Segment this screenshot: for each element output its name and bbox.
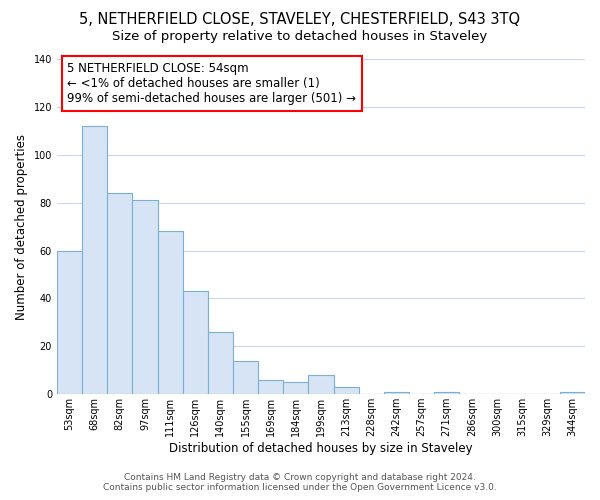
Bar: [560, 392, 585, 394]
Text: 5 NETHERFIELD CLOSE: 54sqm
← <1% of detached houses are smaller (1)
99% of semi-: 5 NETHERFIELD CLOSE: 54sqm ← <1% of deta…: [67, 62, 356, 106]
Bar: [308, 375, 334, 394]
Bar: [107, 193, 133, 394]
Text: Size of property relative to detached houses in Staveley: Size of property relative to detached ho…: [112, 30, 488, 43]
Bar: [182, 291, 208, 394]
Text: 5, NETHERFIELD CLOSE, STAVELEY, CHESTERFIELD, S43 3TQ: 5, NETHERFIELD CLOSE, STAVELEY, CHESTERF…: [79, 12, 521, 28]
Bar: [158, 232, 182, 394]
Bar: [334, 387, 359, 394]
Bar: [133, 200, 158, 394]
Bar: [57, 250, 82, 394]
X-axis label: Distribution of detached houses by size in Staveley: Distribution of detached houses by size …: [169, 442, 473, 455]
Bar: [208, 332, 233, 394]
Bar: [283, 382, 308, 394]
Bar: [434, 392, 459, 394]
Bar: [384, 392, 409, 394]
Y-axis label: Number of detached properties: Number of detached properties: [15, 134, 28, 320]
Bar: [258, 380, 283, 394]
Bar: [82, 126, 107, 394]
Bar: [233, 360, 258, 394]
Text: Contains HM Land Registry data © Crown copyright and database right 2024.
Contai: Contains HM Land Registry data © Crown c…: [103, 473, 497, 492]
